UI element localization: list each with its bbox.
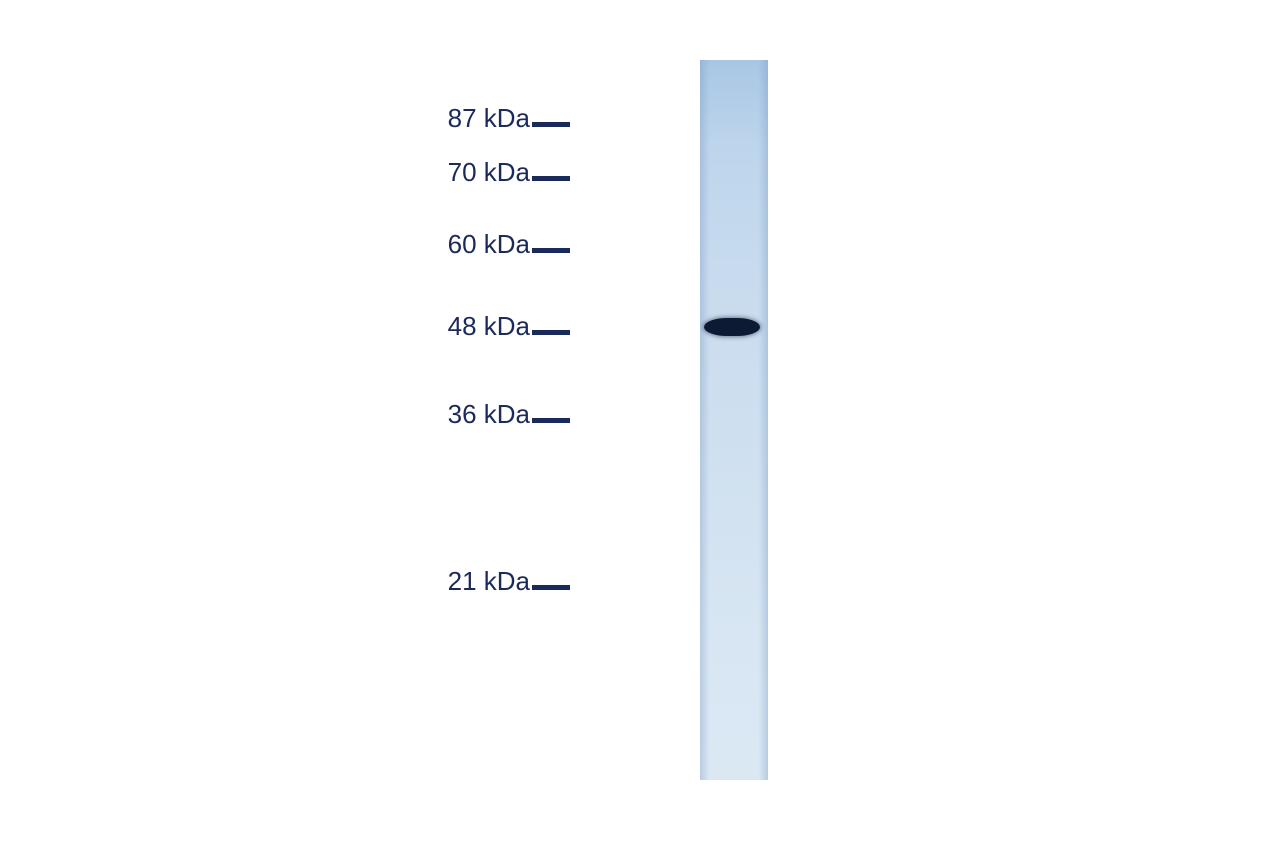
western-blot: 87 kDa 70 kDa 60 kDa 48 kDa 36 kDa 21 kD…: [420, 60, 820, 780]
marker-row-3: 48 kDa: [420, 311, 570, 341]
marker-row-0: 87 kDa: [420, 103, 570, 133]
marker-tick: [532, 248, 570, 253]
marker-row-5: 21 kDa: [420, 566, 570, 596]
marker-row-1: 70 kDa: [420, 157, 570, 187]
marker-tick: [532, 330, 570, 335]
gel-lane: [700, 60, 768, 780]
marker-tick: [532, 418, 570, 423]
marker-label: 36 kDa: [420, 399, 530, 430]
marker-row-4: 36 kDa: [420, 399, 570, 429]
protein-band-48kda: [704, 318, 760, 336]
marker-label: 48 kDa: [420, 311, 530, 342]
marker-label: 60 kDa: [420, 229, 530, 260]
marker-tick: [532, 122, 570, 127]
marker-tick: [532, 176, 570, 181]
marker-label: 70 kDa: [420, 157, 530, 188]
lane-edge-shade: [700, 60, 768, 780]
marker-label: 21 kDa: [420, 566, 530, 597]
marker-row-2: 60 kDa: [420, 229, 570, 259]
marker-tick: [532, 585, 570, 590]
marker-label: 87 kDa: [420, 103, 530, 134]
